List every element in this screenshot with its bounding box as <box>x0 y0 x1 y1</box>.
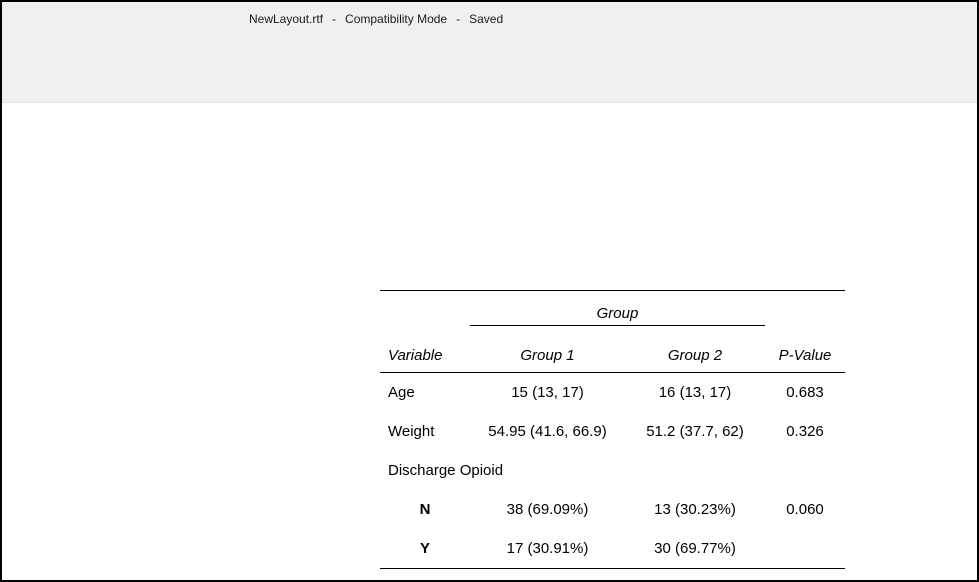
row-label[interactable]: Y <box>419 540 430 557</box>
table-row-age: Age 15 (13, 17) 16 (13, 17) 0.683 <box>380 373 845 412</box>
spanner-row: Group <box>380 291 845 326</box>
column-header-row: Variable Group 1 Group 2 P-Value <box>380 326 845 373</box>
group2-cell[interactable]: 30 (69.77%) <box>654 540 736 557</box>
table-row-weight: Weight 54.95 (41.6, 66.9) 51.2 (37.7, 62… <box>380 412 845 451</box>
title-bar[interactable]: NewLayout.rtf - Compatibility Mode - Sav… <box>2 2 977 103</box>
column-header-group1[interactable]: Group 1 <box>520 347 575 364</box>
group1-cell[interactable]: 54.95 (41.6, 66.9) <box>488 423 607 440</box>
group-spanner-label[interactable]: Group <box>470 291 765 326</box>
window-title: NewLayout.rtf - Compatibility Mode - Sav… <box>249 12 503 26</box>
table-header: Group Variable Group 1 Group 2 P-Value <box>380 290 845 373</box>
table-row-n: N 38 (69.09%) 13 (30.23%) 0.060 <box>380 490 845 529</box>
title-separator: - <box>456 12 461 26</box>
compatibility-mode-label: Compatibility Mode <box>345 12 448 26</box>
column-header-variable[interactable]: Variable <box>388 347 443 364</box>
row-label[interactable]: Weight <box>388 423 435 440</box>
table-row-discharge-opioid: Discharge Opioid <box>380 451 845 490</box>
pvalue-cell[interactable]: 0.060 <box>786 501 824 518</box>
column-header-pvalue[interactable]: P-Value <box>778 347 832 364</box>
section-label[interactable]: Discharge Opioid <box>388 462 504 479</box>
pvalue-cell[interactable]: 0.326 <box>786 423 824 440</box>
document-page[interactable]: Group Variable Group 1 Group 2 P-Value A… <box>2 104 977 580</box>
save-status: Saved <box>469 12 504 26</box>
group2-cell[interactable]: 13 (30.23%) <box>654 501 736 518</box>
table-row-y: Y 17 (30.91%) 30 (69.77%) <box>380 529 845 568</box>
statistics-table: Group Variable Group 1 Group 2 P-Value A… <box>380 290 845 569</box>
title-separator: - <box>332 12 337 26</box>
group2-cell[interactable]: 51.2 (37.7, 62) <box>646 423 744 440</box>
group1-cell[interactable]: 17 (30.91%) <box>506 540 589 557</box>
row-label[interactable]: Age <box>388 384 415 401</box>
table-body: Age 15 (13, 17) 16 (13, 17) 0.683 Weight… <box>380 373 845 569</box>
pvalue-cell[interactable]: 0.683 <box>786 384 824 401</box>
column-header-group2[interactable]: Group 2 <box>667 347 723 364</box>
row-label[interactable]: N <box>419 501 431 518</box>
group1-cell[interactable]: 15 (13, 17) <box>511 384 584 401</box>
document-filename: NewLayout.rtf <box>249 12 324 26</box>
group1-cell[interactable]: 38 (69.09%) <box>506 501 589 518</box>
group2-cell[interactable]: 16 (13, 17) <box>658 384 732 401</box>
